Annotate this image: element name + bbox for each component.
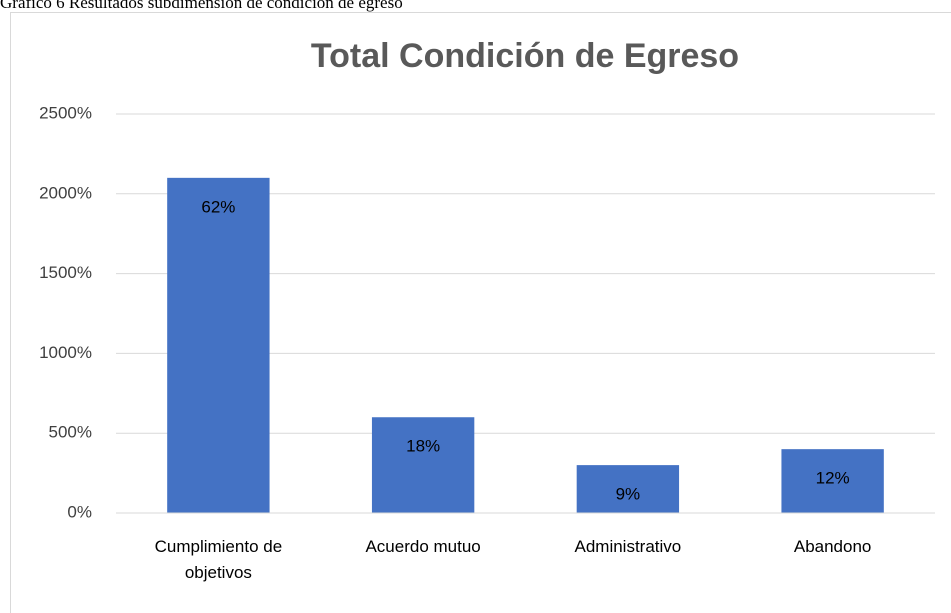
x-tick-label: Abandono [793,537,872,556]
chart-frame [10,12,951,613]
y-tick-label: 0% [67,502,92,521]
y-tick-label: 1500% [39,263,92,282]
x-tick-label: Cumplimiento de objetivos [154,537,283,582]
y-tick-label: 500% [49,423,92,442]
y-tick-label: 2000% [39,183,92,202]
bar [167,177,270,513]
x-tick-label: Administrativo [574,537,682,556]
chart: Total Condición de Egreso 0% 500% 1000% 150… [39,37,935,521]
chart-title: Total Condición de Egreso [311,37,739,75]
x-tick-label: Acuerdo mutuo [365,537,481,556]
bar [781,449,884,513]
caption: Gráfico 6 Resultados subdimensión de con… [0,0,403,12]
bar-annotation: 62% [201,197,235,216]
bar-annotation: 18% [406,437,440,456]
bar [371,417,475,513]
bar-annotation: 12% [816,469,850,488]
bar [576,465,680,513]
bar-annotation: 9% [616,485,641,504]
y-tick-label: 2500% [39,103,92,122]
y-tick-label: 1000% [39,343,92,362]
